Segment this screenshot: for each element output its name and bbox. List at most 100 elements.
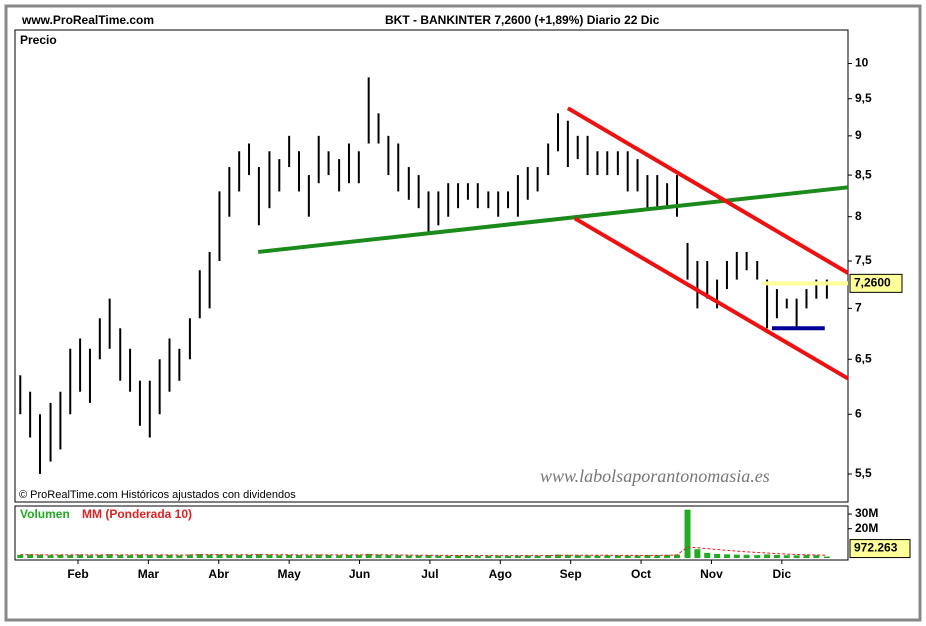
volume-bar <box>445 555 452 558</box>
volume-bar <box>375 554 382 558</box>
volume-bar <box>644 555 651 558</box>
y-tick-label: 7 <box>855 301 862 315</box>
volume-bar <box>296 555 303 558</box>
volume-bar <box>773 554 780 558</box>
y-tick-label: 20M <box>855 521 878 535</box>
volume-bar <box>27 554 34 558</box>
volume-panel <box>14 505 849 561</box>
volume-bar <box>136 554 143 558</box>
volume-bar <box>574 555 581 558</box>
volume-bar <box>743 554 750 558</box>
volume-bar <box>514 555 521 558</box>
volume-bar <box>723 554 730 558</box>
volume-bar <box>47 555 54 558</box>
volume-bar <box>17 554 24 558</box>
volume-bar <box>196 554 203 558</box>
y-tick-label: 6 <box>855 406 862 420</box>
volume-bar <box>624 555 631 558</box>
volume-bar <box>336 555 343 558</box>
chart-title: BKT - BANKINTER 7,2600 (+1,89%) Diario 2… <box>385 13 660 27</box>
volume-bar <box>534 555 541 558</box>
volume-bar <box>803 555 810 558</box>
y-tick-label: 9 <box>855 128 862 142</box>
volume-bar <box>226 554 233 558</box>
volume-bar <box>694 549 701 558</box>
volume-bar <box>614 555 621 558</box>
volume-bar <box>524 555 531 558</box>
x-tick-label: Feb <box>67 567 88 581</box>
volume-bar <box>106 554 113 558</box>
volume-bar <box>415 555 422 558</box>
volume-bar <box>564 554 571 558</box>
volume-bar <box>96 554 103 558</box>
volume-bar <box>286 554 293 558</box>
volume-bar <box>594 555 601 558</box>
volume-bar <box>176 555 183 558</box>
volume-bar <box>654 555 661 558</box>
last-volume-box <box>849 539 911 559</box>
last-volume-label: 972.263 <box>854 541 898 555</box>
volume-bar <box>315 554 322 558</box>
frame <box>4 4 922 622</box>
x-tick-label: Ago <box>489 567 512 581</box>
x-tick-label: Nov <box>700 567 723 581</box>
trend-line <box>257 185 849 254</box>
volume-bar <box>276 555 283 558</box>
volume-bar <box>545 555 552 558</box>
x-tick-label: Jun <box>349 567 370 581</box>
volume-bar <box>246 554 253 558</box>
volume-bar <box>754 555 761 558</box>
volume-bar <box>345 555 352 558</box>
volume-bar <box>395 555 402 558</box>
volume-bar <box>67 555 74 558</box>
volume-bar <box>793 555 800 558</box>
volume-bar <box>823 556 830 558</box>
volume-bar <box>783 555 790 558</box>
volume-bar <box>813 555 820 558</box>
volume-bar <box>206 554 213 558</box>
y-tick-label: 30M <box>855 506 878 520</box>
volume-bar <box>495 555 502 558</box>
trend-line <box>566 106 850 275</box>
volume-bar <box>425 555 432 558</box>
volume-bar <box>474 555 481 558</box>
volume-bar <box>455 555 462 558</box>
x-tick-label: Dic <box>772 567 791 581</box>
volume-bar <box>77 554 84 558</box>
trend-line <box>573 216 850 381</box>
last-price-label: 7,2600 <box>854 276 891 290</box>
volume-bar <box>664 554 671 558</box>
volume-bar <box>86 555 93 558</box>
y-tick-label: 8,5 <box>855 167 872 181</box>
volume-bar <box>464 555 471 558</box>
volume-bar <box>365 553 372 558</box>
x-tick-label: Oct <box>631 567 651 581</box>
volume-bar <box>764 554 771 558</box>
volume-bar <box>325 554 332 558</box>
volume-bar <box>266 554 273 558</box>
volume-bar <box>684 509 691 558</box>
volume-bar <box>36 554 43 558</box>
volume-bar <box>127 555 134 558</box>
volume-bar <box>255 554 262 558</box>
volume-bar <box>555 554 562 558</box>
x-tick-label: May <box>277 567 301 581</box>
volume-bar <box>166 554 173 558</box>
volume-bar <box>673 554 680 558</box>
volume-bar <box>216 554 223 558</box>
volume-bar <box>385 555 392 558</box>
last-price-box <box>849 273 903 293</box>
volume-bar <box>733 554 740 558</box>
volume-bar <box>604 555 611 558</box>
volume-bar <box>435 555 442 558</box>
y-tick-label: 7,5 <box>855 253 872 267</box>
footnote: © ProRealTime.com Históricos ajustados c… <box>19 489 296 501</box>
x-tick-label: Abr <box>208 567 229 581</box>
volume-bar <box>505 555 512 558</box>
volume-bar <box>156 555 163 558</box>
volume-bar <box>704 552 711 558</box>
volume-bar <box>186 554 193 558</box>
y-tick-label: 6,5 <box>855 351 872 365</box>
watermark: www.labolsaporantonomasia.es <box>540 466 770 486</box>
